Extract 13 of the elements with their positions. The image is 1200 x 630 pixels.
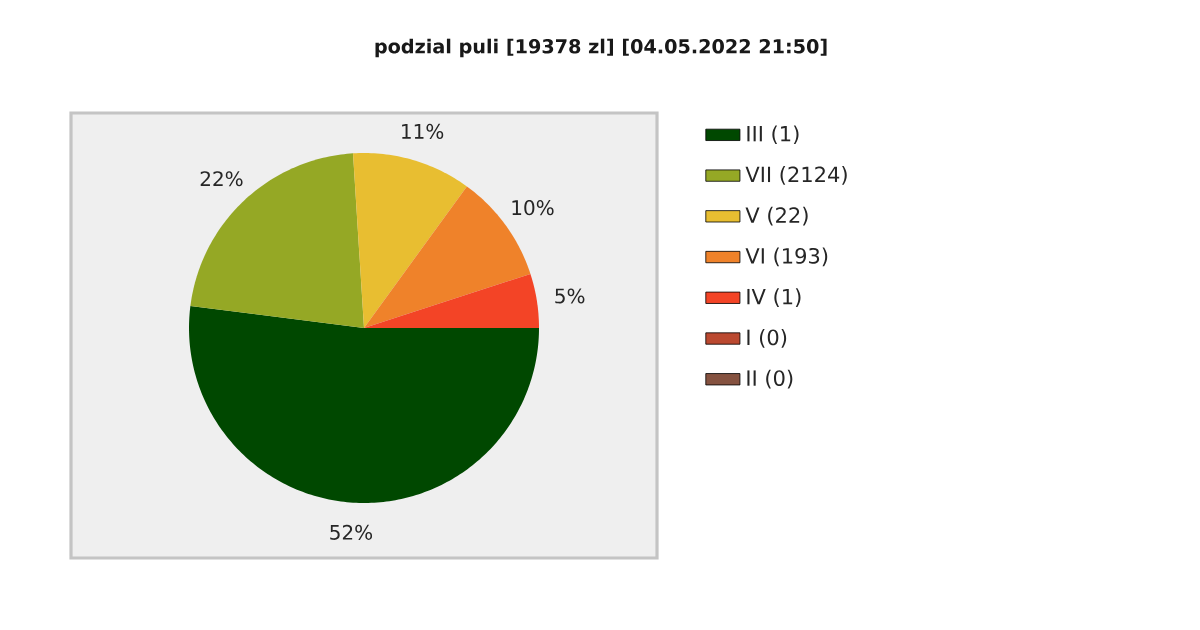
legend-label: V (22) — [745, 206, 808, 226]
chart-title: podzial puli [19378 zl] [04.05.2022 21:50] — [375, 38, 827, 58]
legend-label: IV (1) — [747, 288, 801, 308]
legend-label: VII (2124) — [745, 166, 847, 185]
legend-label: III (1) — [747, 125, 799, 145]
legend-label: I (0) — [747, 329, 787, 348]
data-label: 5% — [555, 288, 585, 304]
legend-label: II (0) — [747, 369, 793, 389]
data-label: 22% — [200, 171, 243, 187]
data-label: 10% — [512, 200, 554, 216]
legend-label: VI (193) — [745, 247, 828, 267]
data-label: 11% — [402, 123, 444, 139]
data-label: 52% — [330, 524, 373, 540]
